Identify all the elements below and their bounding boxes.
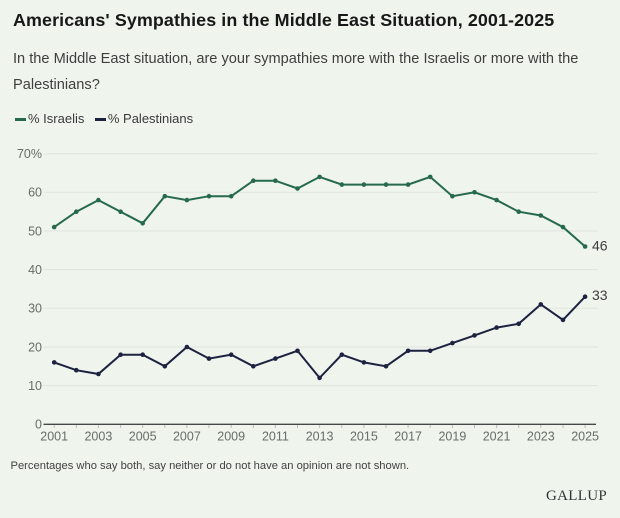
svg-text:0: 0 — [35, 418, 42, 432]
svg-text:50: 50 — [28, 224, 42, 238]
svg-text:60: 60 — [28, 186, 42, 200]
svg-text:33: 33 — [592, 287, 608, 303]
svg-text:2023: 2023 — [527, 430, 555, 444]
svg-text:2021: 2021 — [483, 430, 511, 444]
svg-text:2015: 2015 — [350, 430, 378, 444]
svg-text:2013: 2013 — [306, 430, 334, 444]
svg-text:70%: 70% — [17, 147, 42, 161]
svg-text:2009: 2009 — [217, 430, 245, 444]
svg-text:10: 10 — [28, 379, 42, 393]
svg-text:46: 46 — [592, 238, 608, 254]
svg-text:2019: 2019 — [438, 430, 466, 444]
svg-text:2001: 2001 — [40, 430, 68, 444]
svg-text:2003: 2003 — [84, 430, 112, 444]
svg-text:30: 30 — [28, 302, 42, 316]
svg-text:2025: 2025 — [571, 430, 599, 444]
svg-text:2011: 2011 — [262, 430, 289, 444]
svg-text:40: 40 — [28, 263, 42, 277]
svg-text:20: 20 — [28, 340, 42, 354]
svg-text:2007: 2007 — [173, 430, 201, 444]
svg-text:2005: 2005 — [129, 430, 157, 444]
svg-text:2017: 2017 — [394, 430, 422, 444]
